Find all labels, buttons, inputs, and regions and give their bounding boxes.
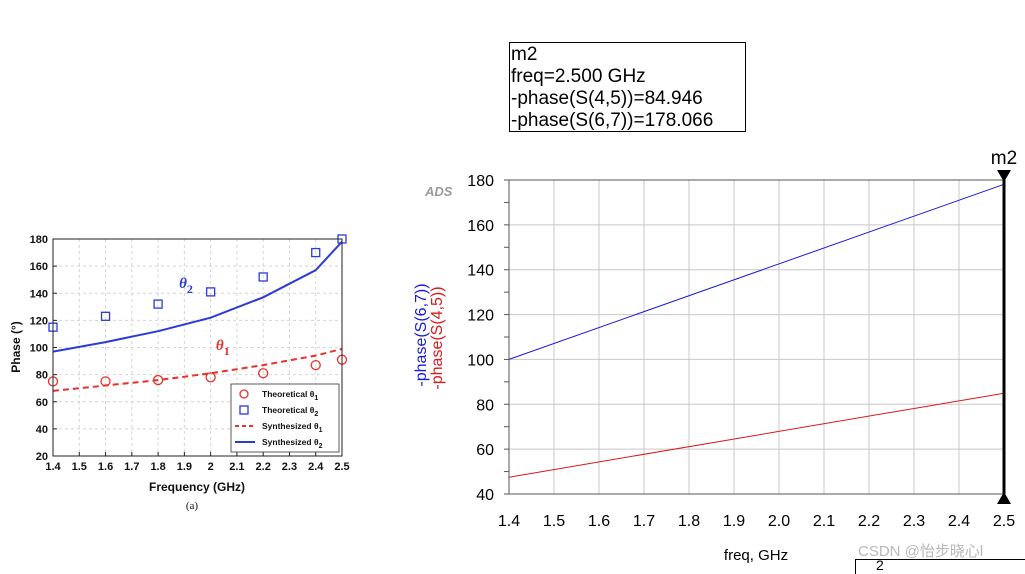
theoretical-theta1-point — [100, 376, 111, 387]
left-x-tick-label: 2.2 — [256, 461, 271, 473]
right-x-tick-label: 2.5 — [993, 513, 1015, 530]
right-x-tick-label: 2.3 — [903, 513, 925, 530]
marker-readout-name: m2 — [511, 44, 538, 65]
theoretical-theta2-point — [153, 299, 163, 309]
right-y-tick-label: 160 — [467, 218, 494, 235]
theoretical-theta1-point — [310, 359, 321, 371]
right-x-tick-label: 1.9 — [723, 513, 745, 530]
left-y-tick-label: 160 — [30, 261, 48, 273]
left-caption: (a) — [186, 500, 199, 512]
left-y-tick-label: 60 — [36, 397, 48, 409]
right-x-tick-label: 1.8 — [678, 513, 700, 530]
right-y-axis-label-red: -phase(S(4,5)) — [429, 286, 446, 389]
marker-readout-s45: -phase(S(4,5))=84.946 — [511, 88, 703, 109]
synthesized-theta2-line — [52, 241, 343, 353]
left-x-tick-label: 1.4 — [45, 461, 61, 473]
series-phase-s45 — [508, 392, 1005, 478]
partial-readout-box: 2 — [855, 557, 1025, 574]
series-phase-s67 — [508, 183, 1005, 360]
left-legend-box — [230, 383, 340, 453]
legend-label: Theoretical θ1 — [262, 389, 318, 402]
left-x-tick-label: 2.1 — [229, 461, 244, 473]
left-x-tick-label: 1.5 — [72, 461, 87, 473]
left-x-axis-label: Frequency (GHz) — [149, 480, 245, 494]
right-plot-area — [509, 180, 1004, 494]
theoretical-theta1-point — [205, 372, 216, 383]
marker-m2-label: m2 — [991, 148, 1017, 169]
left-series-markers — [47, 234, 348, 387]
right-x-tick-label: 2.0 — [768, 513, 790, 530]
theoretical-theta2-point — [100, 311, 111, 321]
theoretical-theta2-point — [205, 287, 216, 297]
right-x-tick-label: 1.6 — [588, 513, 610, 530]
legend-label: Synthesized θ2 — [262, 437, 323, 450]
partial-readout-text: 2 — [876, 557, 884, 573]
theoretical-theta2-point — [258, 272, 268, 282]
right-y-tick-label: 140 — [467, 263, 494, 280]
left-x-tick-label: 2.3 — [282, 461, 297, 473]
right-y-tick-label: 80 — [476, 397, 494, 414]
left-x-tick-label: 1.9 — [177, 461, 192, 473]
marker-m2-top-arrow[interactable] — [997, 170, 1011, 182]
right-y-tick-label: 120 — [467, 308, 494, 325]
left-tick-labels: 1.4 1.5 1.6 1.7 1.8 1.9 2 2.1 2.2 2.3 2.4 2.5 20 40 60… — [30, 234, 350, 473]
left-y-axis-label: Phase (°) — [9, 321, 23, 372]
ads-logo: ADS — [425, 184, 453, 199]
marker-m2-bottom-arrow[interactable] — [997, 492, 1011, 504]
left-y-tick-label: 20 — [36, 451, 48, 463]
right-y-tick-label: 100 — [467, 352, 494, 369]
left-x-tick-label: 2 — [208, 461, 214, 473]
theoretical-theta1-point — [258, 368, 269, 379]
left-y-tick-label: 180 — [30, 234, 48, 246]
left-y-tick-label: 80 — [36, 370, 48, 382]
marker-readout-freq: freq=2.500 GHz — [511, 66, 646, 87]
legend-label: Synthesized θ1 — [262, 421, 323, 434]
left-x-tick-label: 1.8 — [150, 461, 165, 473]
theoretical-theta1-point — [152, 374, 164, 386]
marker-m2[interactable]: m2 — [991, 148, 1017, 504]
left-legend: Theoretical θ1 Theoretical θ2 Synthesized … — [230, 383, 340, 453]
right-x-axis-label: freq, GHz — [724, 547, 788, 564]
watermark: CSDN @怡步晓心l — [858, 543, 984, 560]
left-x-tick-label: 2.4 — [308, 461, 324, 473]
marker-readout-s67: -phase(S(6,7))=178.066 — [511, 110, 714, 131]
legend-swatch-square — [239, 405, 249, 415]
left-y-tick-label: 140 — [30, 288, 48, 300]
legend-label: Theoretical θ2 — [262, 405, 318, 418]
right-x-tick-label: 2.4 — [948, 513, 970, 530]
theoretical-theta2-point — [311, 247, 321, 258]
right-y-tick-label: 40 — [476, 487, 494, 504]
right-y-tick-label: 60 — [476, 442, 494, 459]
left-y-tick-label: 120 — [30, 315, 48, 327]
right-x-tick-label: 2.2 — [858, 513, 880, 530]
right-series-lines — [508, 183, 1005, 478]
right-y-axis-label-blue: -phase(S(6,7)) — [413, 283, 430, 386]
legend-swatch-circle — [239, 389, 249, 399]
right-x-tick-label: 2.1 — [813, 513, 835, 530]
left-y-tick-label: 40 — [36, 424, 48, 436]
left-x-tick-label: 1.6 — [98, 461, 113, 473]
left-x-tick-label: 1.7 — [124, 461, 139, 473]
marker-readout-box[interactable]: m2 freq=2.500 GHz -phase(S(4,5))=84.946 … — [509, 42, 746, 132]
right-x-tick-label: 1.7 — [633, 513, 655, 530]
right-tick-labels: 1.4 1.5 1.6 1.7 1.8 1.9 2.0 2.1 2.2 2.3 2.4 2.5 40 60… — [467, 173, 1015, 530]
left-y-tick-label: 100 — [30, 343, 48, 355]
left-x-tick-label: 2.5 — [334, 461, 349, 473]
right-x-tick-label: 1.4 — [498, 513, 520, 530]
right-x-tick-label: 1.5 — [543, 513, 565, 530]
right-y-tick-label: 180 — [467, 173, 494, 190]
